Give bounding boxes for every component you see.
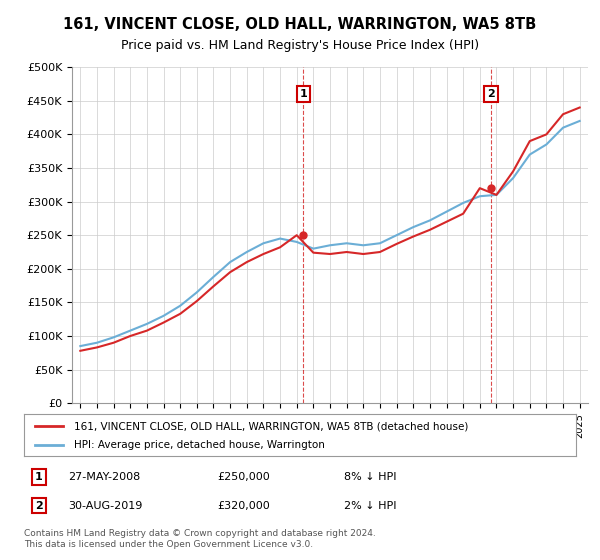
- Text: This data is licensed under the Open Government Licence v3.0.: This data is licensed under the Open Gov…: [24, 540, 313, 549]
- Text: 30-AUG-2019: 30-AUG-2019: [68, 501, 143, 511]
- Text: 27-MAY-2008: 27-MAY-2008: [68, 472, 140, 482]
- Text: 2% ↓ HPI: 2% ↓ HPI: [344, 501, 397, 511]
- Text: 161, VINCENT CLOSE, OLD HALL, WARRINGTON, WA5 8TB (detached house): 161, VINCENT CLOSE, OLD HALL, WARRINGTON…: [74, 421, 468, 431]
- Text: Price paid vs. HM Land Registry's House Price Index (HPI): Price paid vs. HM Land Registry's House …: [121, 39, 479, 52]
- Text: 2: 2: [35, 501, 43, 511]
- Text: 2: 2: [487, 89, 495, 99]
- Text: Contains HM Land Registry data © Crown copyright and database right 2024.: Contains HM Land Registry data © Crown c…: [24, 529, 376, 538]
- Text: 161, VINCENT CLOSE, OLD HALL, WARRINGTON, WA5 8TB: 161, VINCENT CLOSE, OLD HALL, WARRINGTON…: [64, 17, 536, 32]
- Text: £250,000: £250,000: [217, 472, 270, 482]
- Text: 1: 1: [35, 472, 43, 482]
- Text: 1: 1: [299, 89, 307, 99]
- Text: HPI: Average price, detached house, Warrington: HPI: Average price, detached house, Warr…: [74, 440, 325, 450]
- Text: 8% ↓ HPI: 8% ↓ HPI: [344, 472, 397, 482]
- Text: £320,000: £320,000: [217, 501, 270, 511]
